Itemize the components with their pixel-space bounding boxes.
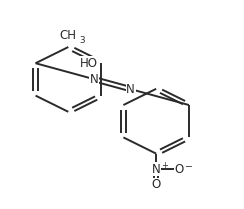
Text: O: O xyxy=(152,178,161,191)
Text: −: − xyxy=(185,161,193,170)
Text: N: N xyxy=(152,163,161,176)
Text: 3: 3 xyxy=(79,36,85,45)
Text: CH: CH xyxy=(60,29,77,42)
Text: N: N xyxy=(90,73,98,86)
Text: HO: HO xyxy=(79,57,97,70)
Text: O: O xyxy=(175,163,184,176)
Text: N: N xyxy=(126,83,135,96)
Text: +: + xyxy=(162,161,168,170)
